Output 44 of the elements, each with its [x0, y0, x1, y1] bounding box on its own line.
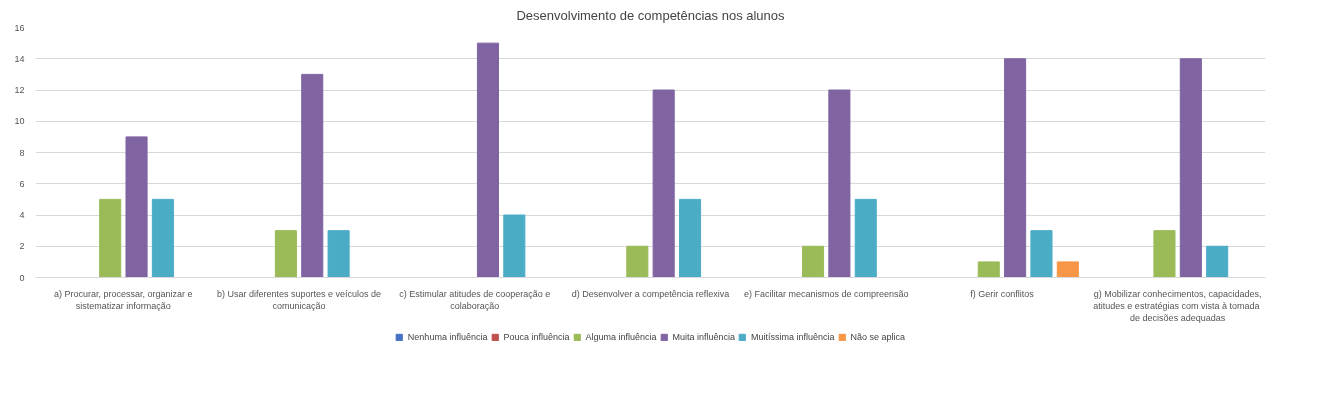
- x-tick-label: e) Facilitar mecanismos de compreensão: [743, 288, 909, 299]
- bar: [476, 42, 500, 278]
- bar: [652, 89, 675, 278]
- legend-label: Muita influência: [672, 332, 736, 342]
- bar: [151, 198, 174, 278]
- y-tick-label: 12: [14, 85, 25, 95]
- bar: [1004, 58, 1027, 278]
- bar: [274, 230, 297, 278]
- x-tick-label: b) Usar diferentes suportes e veículos de comunicação: [217, 288, 382, 311]
- bar: [327, 230, 350, 278]
- bar: [301, 73, 324, 278]
- y-tick-label: 14: [14, 53, 25, 64]
- chart-title: Desenvolvimento de competências nos alunos: [516, 7, 786, 23]
- y-tick-label: 4: [19, 210, 25, 220]
- x-tick-label: a) Procurar, processar, organizar e sistematizar informação: [54, 288, 193, 311]
- bar: [854, 198, 877, 278]
- bar: [626, 245, 649, 278]
- bar: [99, 198, 122, 278]
- bar: [125, 136, 148, 278]
- legend-label: Não se aplica: [850, 332, 906, 342]
- bar: [1056, 261, 1079, 278]
- y-tick-label: 8: [19, 147, 25, 158]
- x-tick-label: g) Mobilizar conhecimentos, capacidades, atitudes e estratégias com vista à tomada de decisões adequadas: [1093, 288, 1262, 323]
- legend-label: Nenhuma influência: [407, 332, 488, 342]
- bar: [678, 198, 702, 278]
- bar: [1153, 230, 1176, 278]
- y-tick-label: 16: [14, 22, 25, 33]
- x-tick-label: d) Desenvolver a competência reflexiva: [571, 288, 730, 299]
- bar: [977, 261, 1000, 278]
- bar: [1206, 245, 1229, 278]
- legend-label: Pouca influência: [503, 332, 570, 342]
- bar: [503, 214, 526, 278]
- x-tick-label: c) Estimular atitudes de cooperação e colaboração: [399, 288, 551, 311]
- y-tick-label: 0: [19, 272, 25, 283]
- x-tick-label: f) Gerir conflitos: [970, 288, 1035, 299]
- bar: [1179, 58, 1202, 278]
- bar: [801, 245, 825, 278]
- bar: [1030, 230, 1053, 278]
- y-tick-label: 6: [19, 178, 25, 189]
- bar: [828, 89, 851, 278]
- y-tick-label: 2: [19, 241, 25, 252]
- legend-label: Muitíssima influência: [751, 332, 835, 342]
- y-tick-label: 10: [14, 116, 25, 127]
- legend-label: Alguma influência: [585, 332, 657, 342]
